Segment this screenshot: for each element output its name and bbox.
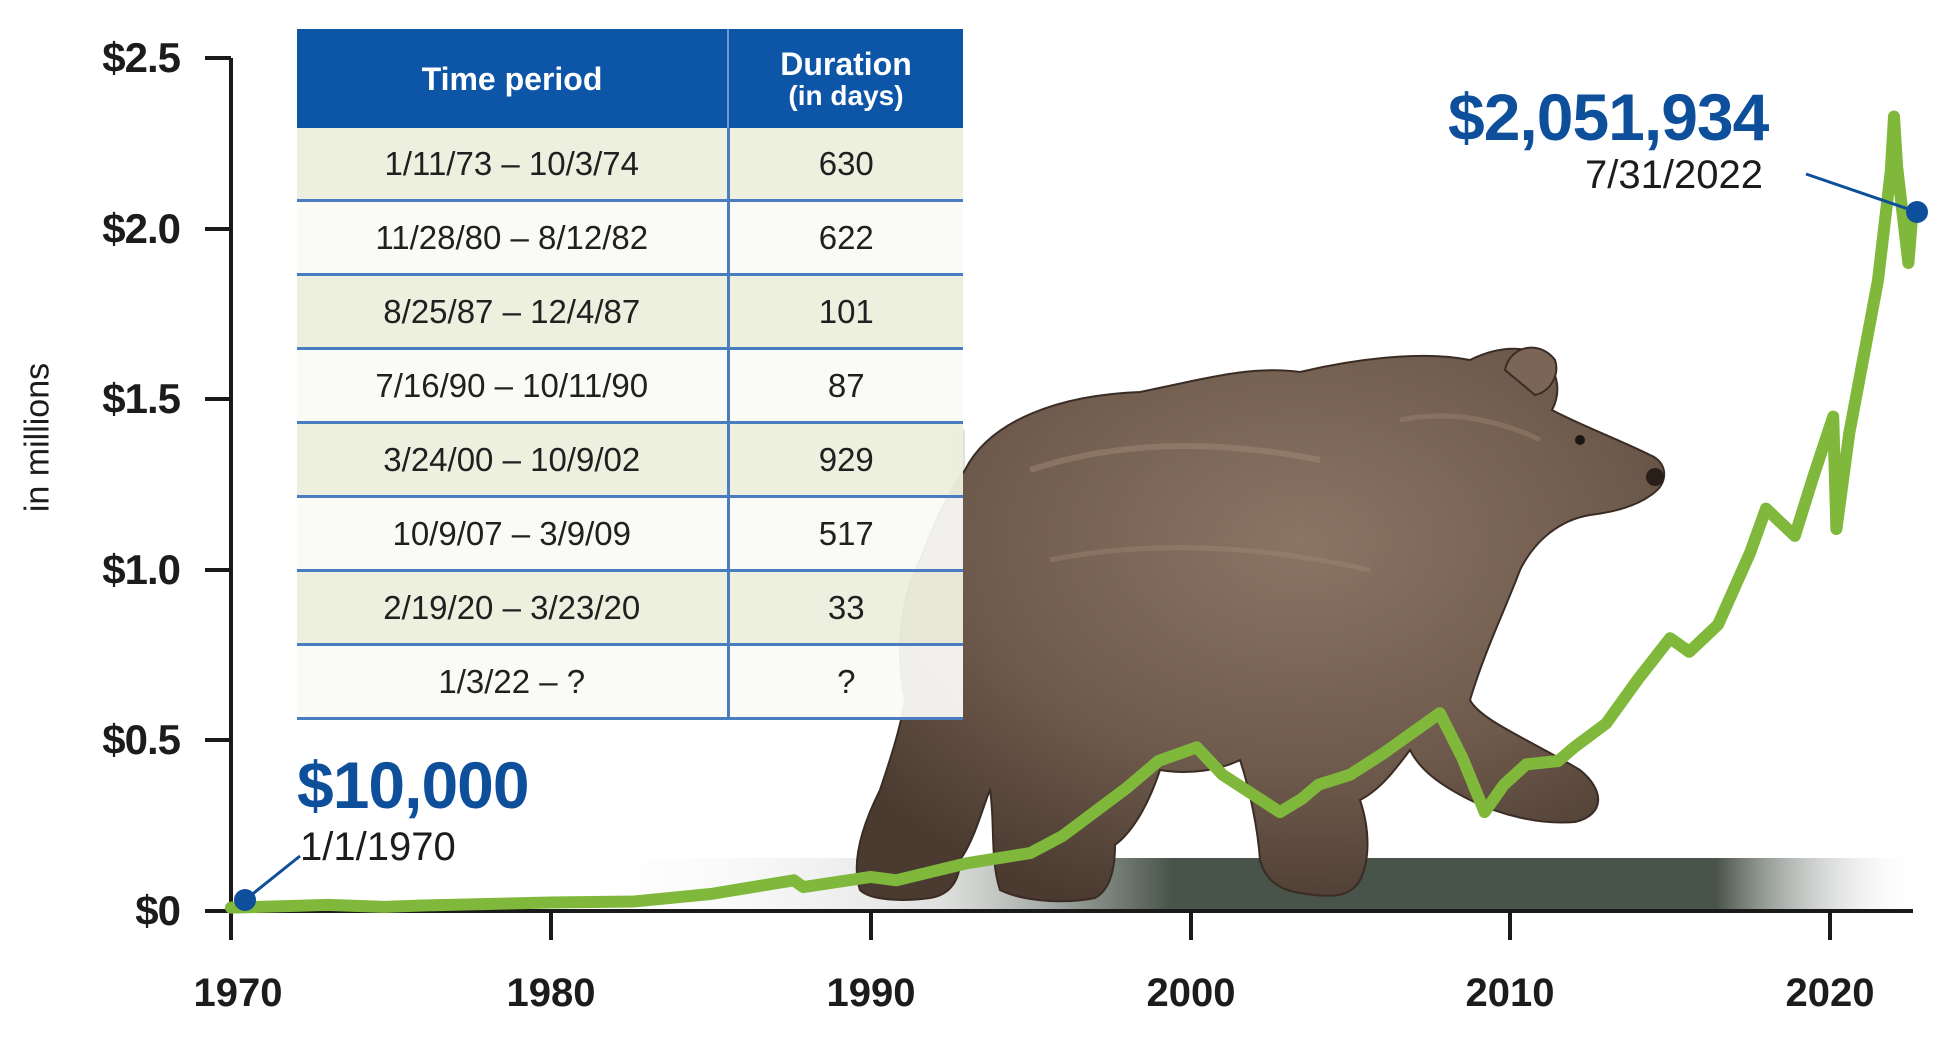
period-cell: 7/16/90 – 10/11/90 xyxy=(297,348,730,424)
portfolio-value-line xyxy=(225,110,1919,914)
end-marker xyxy=(1805,172,1928,223)
table-row: 8/25/87 – 12/4/87 101 xyxy=(297,274,963,350)
y-tick-label: $1.5 xyxy=(102,375,181,422)
period-cell: 2/19/20 – 3/23/20 xyxy=(297,570,730,646)
table-row: 2/19/20 – 3/23/20 33 xyxy=(297,570,963,646)
table-row: 1/3/22 – ? ? xyxy=(297,644,963,720)
header-time-period: Time period xyxy=(297,29,729,128)
duration-cell: ? xyxy=(728,644,963,720)
duration-cell: 630 xyxy=(728,128,963,202)
x-tick-label: 2000 xyxy=(1146,971,1236,1015)
duration-cell: 622 xyxy=(728,200,963,276)
start-date-label: 1/1/1970 xyxy=(300,825,456,869)
duration-cell: 87 xyxy=(728,348,963,424)
y-axis xyxy=(205,56,233,940)
duration-cell: 517 xyxy=(728,496,963,572)
period-cell: 1/3/22 – ? xyxy=(297,644,730,720)
period-cell: 3/24/00 – 10/9/02 xyxy=(297,422,730,498)
y-tick-label: $0 xyxy=(135,887,181,934)
start-marker xyxy=(234,854,301,911)
table-row: 10/9/07 – 3/9/09 517 xyxy=(297,496,963,572)
end-value-label: $2,051,934 xyxy=(1448,80,1769,154)
y-tick-label: $2.0 xyxy=(102,205,181,252)
header-duration-unit: (in days) xyxy=(788,79,904,111)
duration-cell: 33 xyxy=(728,570,963,646)
bear-market-table: Time period Duration (in days) 1/11/73 –… xyxy=(297,29,963,720)
table-row: 1/11/73 – 10/3/74 630 xyxy=(297,128,963,202)
header-time-period-label: Time period xyxy=(421,60,603,97)
table-row: 7/16/90 – 10/11/90 87 xyxy=(297,348,963,424)
period-cell: 1/11/73 – 10/3/74 xyxy=(297,128,730,202)
y-tick-label: $1.0 xyxy=(102,546,181,593)
header-duration-label: Duration xyxy=(780,45,912,82)
header-duration: Duration (in days) xyxy=(728,29,963,128)
x-tick-label: 1990 xyxy=(826,971,916,1015)
end-date-label: 7/31/2022 xyxy=(1585,153,1763,197)
table-row: 11/28/80 – 8/12/82 622 xyxy=(297,200,963,276)
x-tick-label: 1970 xyxy=(193,971,283,1015)
x-tick-label: 1980 xyxy=(506,971,596,1015)
period-cell: 8/25/87 – 12/4/87 xyxy=(297,274,730,350)
y-tick-label: $0.5 xyxy=(102,716,181,763)
y-tick-label: $2.5 xyxy=(102,34,181,81)
bear-icon xyxy=(855,346,1666,903)
start-value-label: $10,000 xyxy=(297,748,530,822)
x-axis xyxy=(231,909,1913,940)
x-tick-label: 2010 xyxy=(1465,971,1555,1015)
table-row: 3/24/00 – 10/9/02 929 xyxy=(297,422,963,498)
period-cell: 11/28/80 – 8/12/82 xyxy=(297,200,730,276)
duration-cell: 101 xyxy=(728,274,963,350)
x-tick-label: 2020 xyxy=(1785,971,1875,1015)
duration-cell: 929 xyxy=(728,422,963,498)
y-axis-title: in millions xyxy=(18,362,57,513)
period-cell: 10/9/07 – 3/9/09 xyxy=(297,496,730,572)
